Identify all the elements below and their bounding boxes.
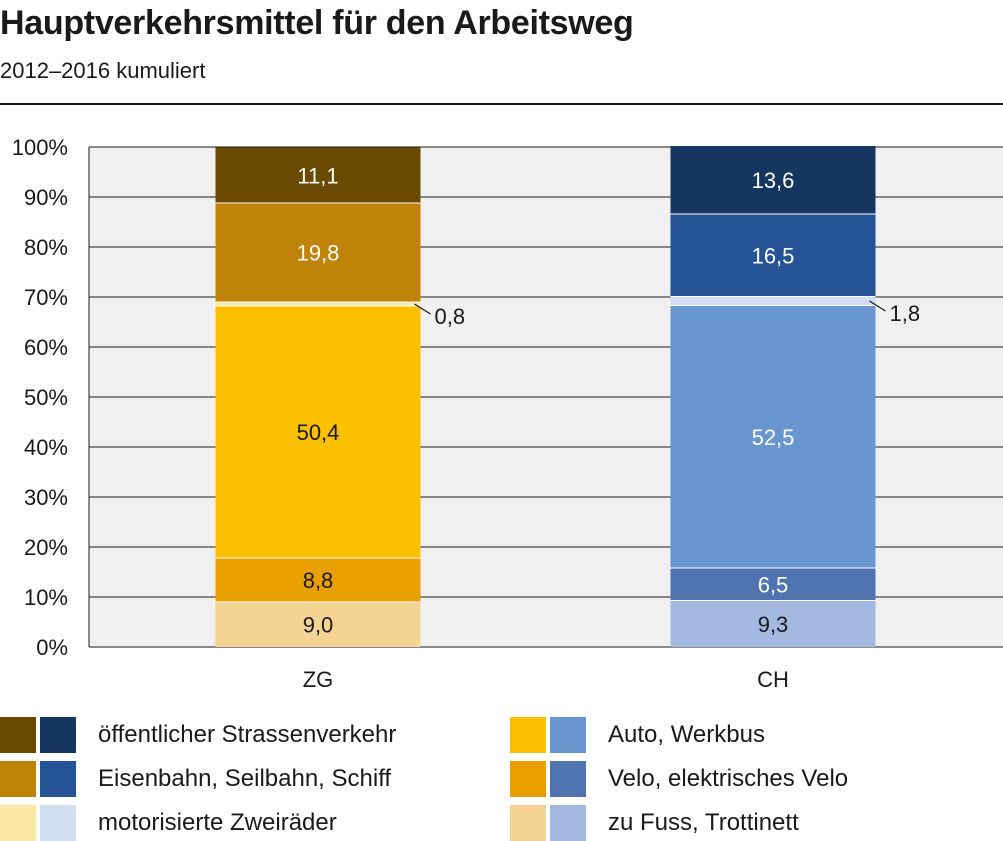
leader-line (414, 303, 431, 315)
chart-subtitle: 2012–2016 kumuliert (0, 58, 206, 83)
data-label: 50,4 (297, 420, 340, 445)
legend-swatch-zg (510, 761, 546, 797)
legend-swatch-zg (510, 805, 546, 841)
y-tick-label: 30% (24, 485, 68, 510)
y-tick-label: 60% (24, 335, 68, 360)
legend-label: zu Fuss, Trottinett (608, 809, 799, 836)
leader-line (869, 300, 886, 312)
legend-swatch-ch (40, 805, 76, 841)
stacked-bar-chart: 0% 10% 20% 30% 40% 50% 60% 70% 80% 90% 100% 9,0 8,8 5… (12, 135, 1003, 692)
data-label: 11,1 (297, 163, 338, 188)
x-category-label: ZG (303, 667, 334, 692)
bar-segment (215, 147, 421, 203)
data-label: 0,8 (435, 304, 466, 329)
data-label: 8,8 (303, 568, 334, 593)
data-label: 9,0 (303, 613, 334, 638)
data-label: 13,6 (752, 168, 795, 193)
y-tick-label: 70% (24, 285, 68, 310)
y-tick-label: 40% (24, 435, 68, 460)
y-tick-label: 90% (24, 185, 68, 210)
y-tick-label: 80% (24, 235, 68, 260)
legend-label: motorisierte Zweiräder (98, 809, 337, 836)
legend-item-auto-werkbus: Auto, Werkbus (510, 717, 765, 753)
bar-segment (215, 302, 421, 306)
y-tick-label: 50% (24, 385, 68, 410)
x-category-label: CH (757, 667, 789, 692)
bar-segment (670, 600, 876, 647)
data-label: 19,8 (297, 241, 340, 266)
legend-swatch-zg (0, 805, 36, 841)
data-label: 6,5 (758, 572, 789, 597)
chart-title: Hauptverkehrsmittel für den Arbeitsweg (0, 4, 634, 42)
bar-segment (670, 568, 876, 601)
bar-segment (670, 214, 876, 297)
legend-item-motorisierte-zweiraeder: motorisierte Zweiräder (0, 805, 337, 841)
bar-segment (215, 602, 421, 647)
bar-segment (215, 558, 421, 602)
legend-item-oeffentlicher-strassenverkehr: öffentlicher Strassenverkehr (0, 717, 396, 753)
legend-label: Auto, Werkbus (608, 721, 765, 748)
legend-item-zu-fuss: zu Fuss, Trottinett (510, 805, 799, 841)
legend-item-velo: Velo, elektrisches Velo (510, 761, 848, 797)
legend-swatch-ch (40, 761, 76, 797)
bar-segment (670, 296, 876, 306)
legend-swatch-ch (40, 717, 76, 753)
legend-swatch-ch (550, 805, 586, 841)
y-tick-label: 20% (24, 535, 68, 560)
legend-label: öffentlicher Strassenverkehr (98, 721, 397, 748)
legend-swatch-ch (550, 761, 586, 797)
legend-swatch-ch (550, 717, 586, 753)
data-label: 9,3 (758, 612, 789, 637)
data-label: 16,5 (752, 243, 795, 268)
bar-segment (670, 305, 876, 568)
data-label: 52,5 (752, 425, 795, 450)
bar-segment (215, 203, 421, 302)
y-tick-label: 100% (12, 135, 68, 160)
legend-swatch-zg (0, 717, 36, 753)
legend-item-eisenbahn: Eisenbahn, Seilbahn, Schiff (0, 761, 391, 797)
legend-label: Velo, elektrisches Velo (608, 765, 849, 792)
y-tick-label: 10% (24, 585, 68, 610)
title-rule (0, 103, 1003, 105)
bar-segment (670, 146, 876, 214)
legend-swatch-zg (510, 717, 546, 753)
legend-label: Eisenbahn, Seilbahn, Schiff (98, 765, 392, 792)
legend-swatch-zg (0, 761, 36, 797)
y-tick-label: 0% (36, 635, 68, 660)
bar-segment (215, 306, 421, 558)
data-label: 1,8 (890, 301, 921, 326)
